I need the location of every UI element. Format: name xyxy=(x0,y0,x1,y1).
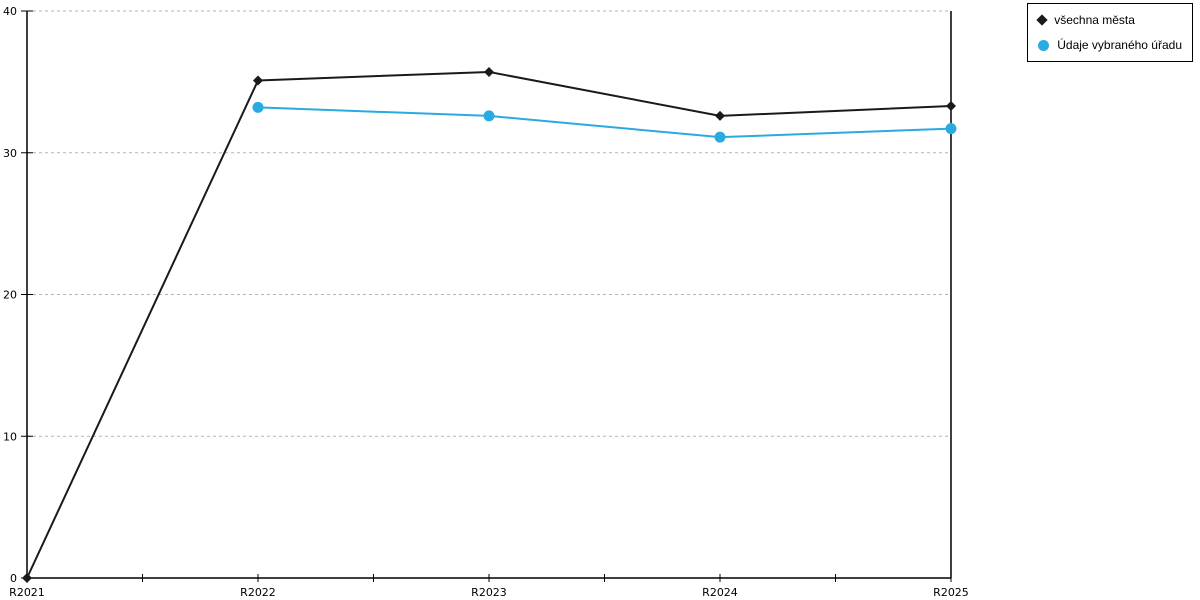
svg-text:R2024: R2024 xyxy=(702,586,738,599)
svg-text:0: 0 xyxy=(10,572,17,585)
svg-text:40: 40 xyxy=(3,5,17,18)
legend-label-selected-office: Údaje vybraného úřadu xyxy=(1057,38,1182,52)
svg-text:20: 20 xyxy=(3,289,17,302)
svg-text:10: 10 xyxy=(3,430,17,443)
diamond-marker-icon xyxy=(1036,14,1048,26)
legend: všechna města Údaje vybraného úřadu xyxy=(1027,3,1193,62)
svg-text:R2023: R2023 xyxy=(471,586,507,599)
circle-marker-icon xyxy=(1038,39,1050,51)
legend-item-all-cities: všechna města xyxy=(1036,13,1182,27)
svg-text:R2025: R2025 xyxy=(933,586,969,599)
legend-label-all-cities: všechna města xyxy=(1054,13,1135,27)
svg-text:R2022: R2022 xyxy=(240,586,276,599)
legend-item-selected-office: Údaje vybraného úřadu xyxy=(1038,38,1182,52)
svg-text:R2021: R2021 xyxy=(9,586,45,599)
svg-text:30: 30 xyxy=(3,147,17,160)
